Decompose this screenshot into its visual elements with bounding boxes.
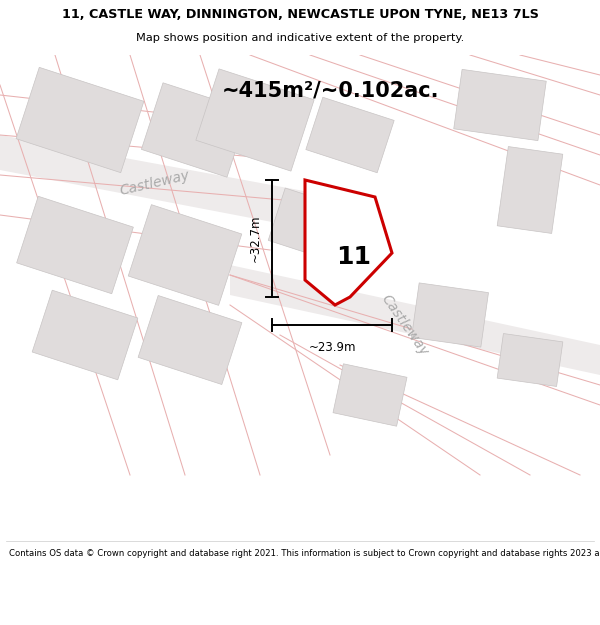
Polygon shape	[454, 69, 546, 141]
Polygon shape	[128, 204, 242, 306]
Polygon shape	[32, 290, 138, 380]
Text: 11: 11	[336, 245, 371, 269]
Text: Map shows position and indicative extent of the property.: Map shows position and indicative extent…	[136, 33, 464, 44]
Text: 11, CASTLE WAY, DINNINGTON, NEWCASTLE UPON TYNE, NE13 7LS: 11, CASTLE WAY, DINNINGTON, NEWCASTLE UP…	[62, 8, 538, 21]
Text: Castleway: Castleway	[379, 292, 431, 358]
Polygon shape	[17, 196, 133, 294]
Polygon shape	[230, 265, 600, 375]
Polygon shape	[497, 146, 563, 234]
Polygon shape	[497, 334, 563, 386]
Polygon shape	[142, 82, 248, 178]
Polygon shape	[16, 68, 144, 173]
Polygon shape	[0, 135, 380, 235]
Polygon shape	[333, 364, 407, 426]
Text: Castleway: Castleway	[119, 168, 191, 198]
Polygon shape	[305, 180, 392, 305]
Polygon shape	[412, 283, 488, 347]
Polygon shape	[196, 69, 314, 171]
Polygon shape	[138, 296, 242, 384]
Text: ~23.9m: ~23.9m	[308, 341, 356, 354]
Text: ~32.7m: ~32.7m	[249, 215, 262, 262]
Polygon shape	[268, 188, 352, 262]
Text: ~415m²/~0.102ac.: ~415m²/~0.102ac.	[221, 80, 439, 100]
Text: Contains OS data © Crown copyright and database right 2021. This information is : Contains OS data © Crown copyright and d…	[9, 549, 600, 558]
Polygon shape	[306, 98, 394, 172]
